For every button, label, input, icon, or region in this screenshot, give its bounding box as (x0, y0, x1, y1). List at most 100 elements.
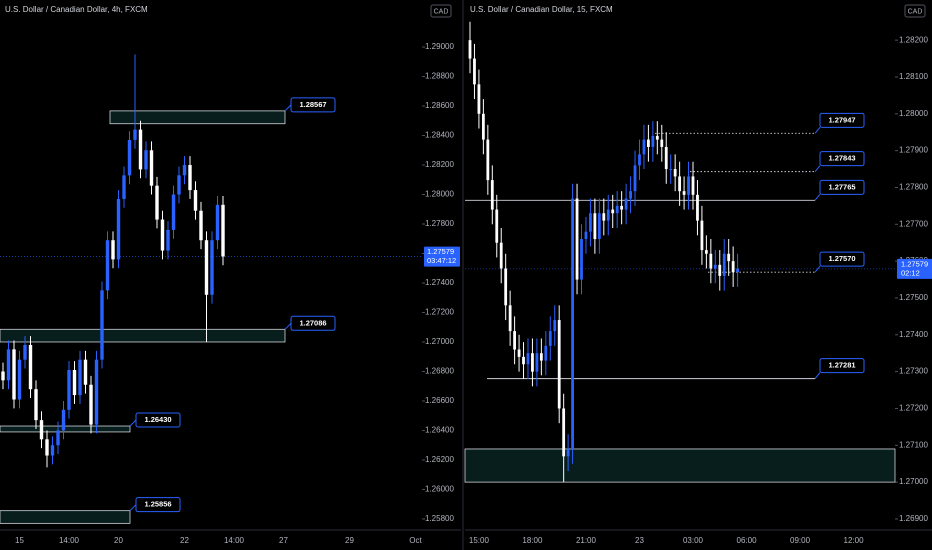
candle-body (718, 264, 722, 276)
candle-body (655, 135, 659, 140)
candle-body (535, 353, 539, 372)
y-tick-label: 1.27800 (425, 219, 454, 228)
x-tick-label: 27 (279, 536, 288, 545)
y-tick-label: 1.26400 (425, 426, 454, 435)
y-tick-label: 1.26600 (425, 396, 454, 405)
candle-body (513, 331, 516, 350)
level-connector (814, 165, 821, 172)
x-tick-label: 06:00 (737, 536, 758, 545)
y-tick-label: 1.27000 (425, 337, 454, 346)
zone-tag-label: 1.28567 (299, 100, 326, 109)
level-tag-label: 1.27281 (828, 361, 855, 370)
candle-body (6, 349, 11, 381)
x-tick-label: 03:00 (683, 536, 704, 545)
zone-connector (284, 104, 292, 112)
candle-body (204, 240, 209, 295)
candle-body (133, 129, 137, 140)
candle-body (602, 213, 606, 221)
candle-body (611, 209, 615, 214)
y-tick-label: 1.27100 (899, 440, 928, 449)
candle-body (731, 261, 735, 273)
candle-body (50, 445, 55, 456)
candle-body (593, 213, 597, 240)
candle-body (89, 384, 93, 425)
zone-tag-label: 1.26430 (144, 415, 171, 424)
candle-body (111, 240, 115, 260)
candle-body (193, 190, 198, 211)
candle-body (678, 176, 682, 192)
candle-body (713, 264, 717, 269)
last-price-badge (897, 258, 932, 279)
candle-body (83, 359, 88, 385)
level-connector (814, 194, 821, 201)
candle-body (647, 139, 650, 147)
x-tick-label: 12:00 (844, 536, 865, 545)
level-tag-label: 1.27765 (828, 182, 855, 191)
candle-body (571, 198, 574, 449)
candle-body (122, 175, 126, 199)
level-tag (819, 112, 865, 128)
zone-tag (135, 497, 181, 513)
candle-body (221, 204, 225, 257)
y-tick-label: 1.26000 (425, 485, 454, 494)
x-tick-label: 09:00 (790, 536, 811, 545)
candle-body (615, 205, 619, 214)
y-tick-label: 1.27900 (899, 146, 928, 155)
candle-body (544, 345, 548, 361)
candle-body (210, 240, 214, 295)
candle-body (584, 231, 588, 240)
chart-title: U.S. Dollar / Canadian Dollar, 15, FXCM (470, 5, 613, 14)
y-tick-label: 1.26200 (425, 455, 454, 464)
candle-body (182, 165, 187, 176)
candle-body (61, 409, 66, 431)
candle-body (12, 349, 16, 400)
candle-body (116, 198, 121, 260)
candle-body (78, 359, 82, 396)
currency: CAD (908, 8, 923, 15)
candle-body (56, 430, 60, 446)
zone-tag (290, 315, 336, 331)
y-tick-label: 1.28400 (425, 131, 454, 140)
candle-body (17, 359, 22, 400)
candle-body (28, 344, 33, 390)
zone-connector (284, 322, 292, 330)
candle-body (94, 359, 99, 425)
zone (0, 510, 131, 524)
level-tag-label: 1.27570 (828, 254, 855, 263)
candle-body (531, 353, 534, 372)
x-tick-label: 15 (15, 536, 24, 545)
level-connector (814, 372, 821, 379)
candle-body (67, 369, 71, 410)
candle-body (34, 389, 38, 421)
candle-body (642, 139, 646, 155)
level-connector (814, 127, 821, 134)
candle-body (23, 344, 27, 360)
candle-body (669, 169, 673, 171)
level-tag (819, 151, 865, 167)
candle-body (673, 169, 677, 177)
y-tick-label: 1.28800 (425, 72, 454, 81)
candle-body (166, 229, 170, 251)
candle-body (517, 349, 521, 357)
candle-body (72, 369, 77, 396)
candle-body (727, 253, 731, 262)
y-tick-label: 1.27200 (425, 308, 454, 317)
candle-body (651, 135, 655, 147)
candle-body (477, 84, 481, 114)
x-tick-label: 23 (635, 536, 644, 545)
currency: CAD (434, 8, 449, 15)
zone-tag (290, 97, 336, 113)
candle-body (481, 113, 485, 140)
candle-body (473, 58, 476, 85)
zone-tag (135, 412, 181, 428)
y-tick-label: 1.26800 (425, 367, 454, 376)
candle-body (127, 139, 132, 176)
candle-body (171, 194, 176, 230)
x-tick-label: 29 (345, 536, 354, 545)
candle-body (155, 185, 159, 220)
candle-body (557, 320, 561, 409)
candle-body (490, 180, 494, 210)
y-tick-label: 1.28000 (899, 109, 928, 118)
candle-body (633, 165, 637, 192)
